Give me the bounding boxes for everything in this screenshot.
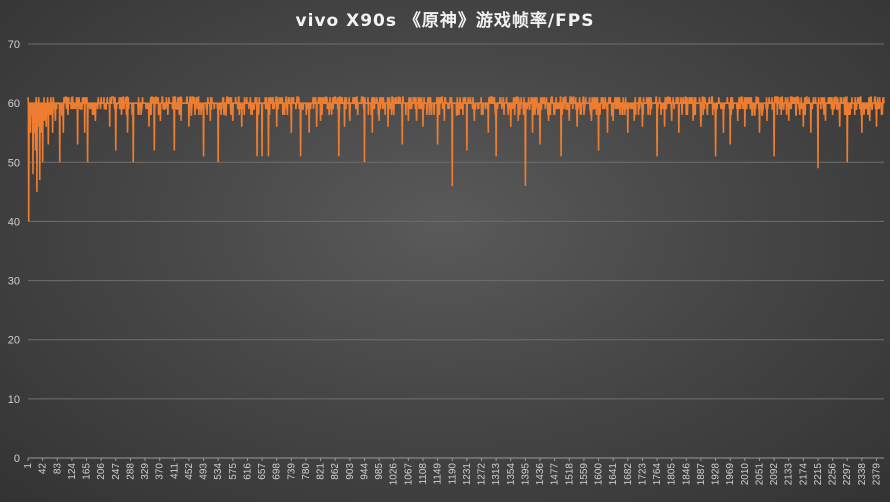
x-tick-label: 2092 (769, 463, 780, 486)
x-tick-label: 1764 (652, 463, 663, 486)
x-tick-label: 1149 (433, 463, 444, 485)
x-tick-label: 452 (184, 463, 195, 480)
x-tick-label: 83 (52, 463, 63, 475)
x-tick-label: 1805 (667, 463, 678, 486)
y-tick-label: 50 (8, 157, 20, 169)
x-tick-label: 821 (316, 463, 327, 480)
x-tick-label: 1969 (725, 463, 736, 486)
x-tick-label: 288 (125, 463, 136, 480)
x-tick-label: 370 (155, 463, 166, 480)
x-tick-label: 1 (23, 463, 34, 469)
x-tick-label: 493 (199, 463, 210, 480)
x-tick-label: 2010 (740, 463, 751, 486)
x-tick-label: 1518 (564, 463, 575, 486)
x-tick-label: 1723 (637, 463, 648, 486)
x-tick-label: 1354 (506, 463, 517, 486)
x-tick-label: 575 (228, 463, 239, 480)
x-tick-label: 534 (213, 463, 224, 480)
x-tick-label: 1108 (418, 463, 429, 485)
x-tick-label: 985 (374, 463, 385, 480)
x-tick-label: 1313 (491, 463, 502, 486)
fps-series-line (27, 96, 885, 222)
x-tick-label: 1846 (681, 463, 692, 486)
x-tick-label: 1928 (711, 463, 722, 486)
x-tick-label: 124 (67, 463, 78, 480)
x-tick-label: 2174 (798, 463, 809, 486)
x-tick-label: 1190 (447, 463, 458, 485)
x-tick-label: 1682 (623, 463, 634, 486)
x-tick-label: 1436 (535, 463, 546, 486)
y-tick-label: 60 (8, 98, 20, 110)
x-tick-label: 1641 (608, 463, 619, 486)
x-tick-label: 329 (140, 463, 151, 480)
x-tick-label: 247 (111, 463, 122, 480)
x-tick-label: 1477 (550, 463, 561, 486)
x-tick-label: 1395 (520, 463, 531, 486)
y-tick-label: 20 (8, 335, 20, 347)
x-tick-label: 411 (169, 463, 180, 479)
y-tick-label: 70 (8, 39, 20, 51)
y-tick-label: 0 (14, 453, 20, 465)
chart-title: vivo X90s 《原神》游戏帧率/FPS (295, 11, 595, 31)
x-tick-label: 2338 (857, 463, 868, 486)
x-tick-label: 739 (286, 463, 297, 480)
x-tick-label: 616 (242, 463, 253, 480)
x-tick-label: 165 (82, 463, 93, 480)
y-tick-label: 40 (8, 216, 20, 228)
x-tick-label: 1231 (462, 463, 473, 486)
y-tick-label: 10 (8, 394, 20, 406)
x-tick-label: 2051 (754, 463, 765, 486)
x-tick-label: 2215 (813, 463, 824, 486)
x-tick-label: 1600 (594, 463, 605, 486)
x-tick-label: 657 (257, 463, 268, 480)
y-tick-label: 30 (8, 276, 20, 288)
x-tick-label: 2297 (842, 463, 853, 486)
x-tick-label: 1272 (477, 463, 488, 486)
x-tick-label: 862 (330, 463, 341, 480)
x-tick-label: 2379 (872, 463, 883, 486)
x-tick-label: 698 (272, 463, 283, 480)
x-tick-label: 1559 (579, 463, 590, 486)
x-tick-label: 780 (301, 463, 312, 480)
x-tick-label: 903 (345, 463, 356, 480)
x-tick-label: 2256 (828, 463, 839, 486)
x-tick-label: 206 (96, 463, 107, 480)
x-tick-label: 1887 (696, 463, 707, 486)
x-tick-label: 944 (359, 463, 370, 480)
x-tick-label: 42 (38, 463, 49, 475)
x-tick-label: 1026 (389, 463, 400, 486)
x-tick-label: 2133 (784, 463, 795, 486)
x-tick-label: 1067 (403, 463, 414, 486)
